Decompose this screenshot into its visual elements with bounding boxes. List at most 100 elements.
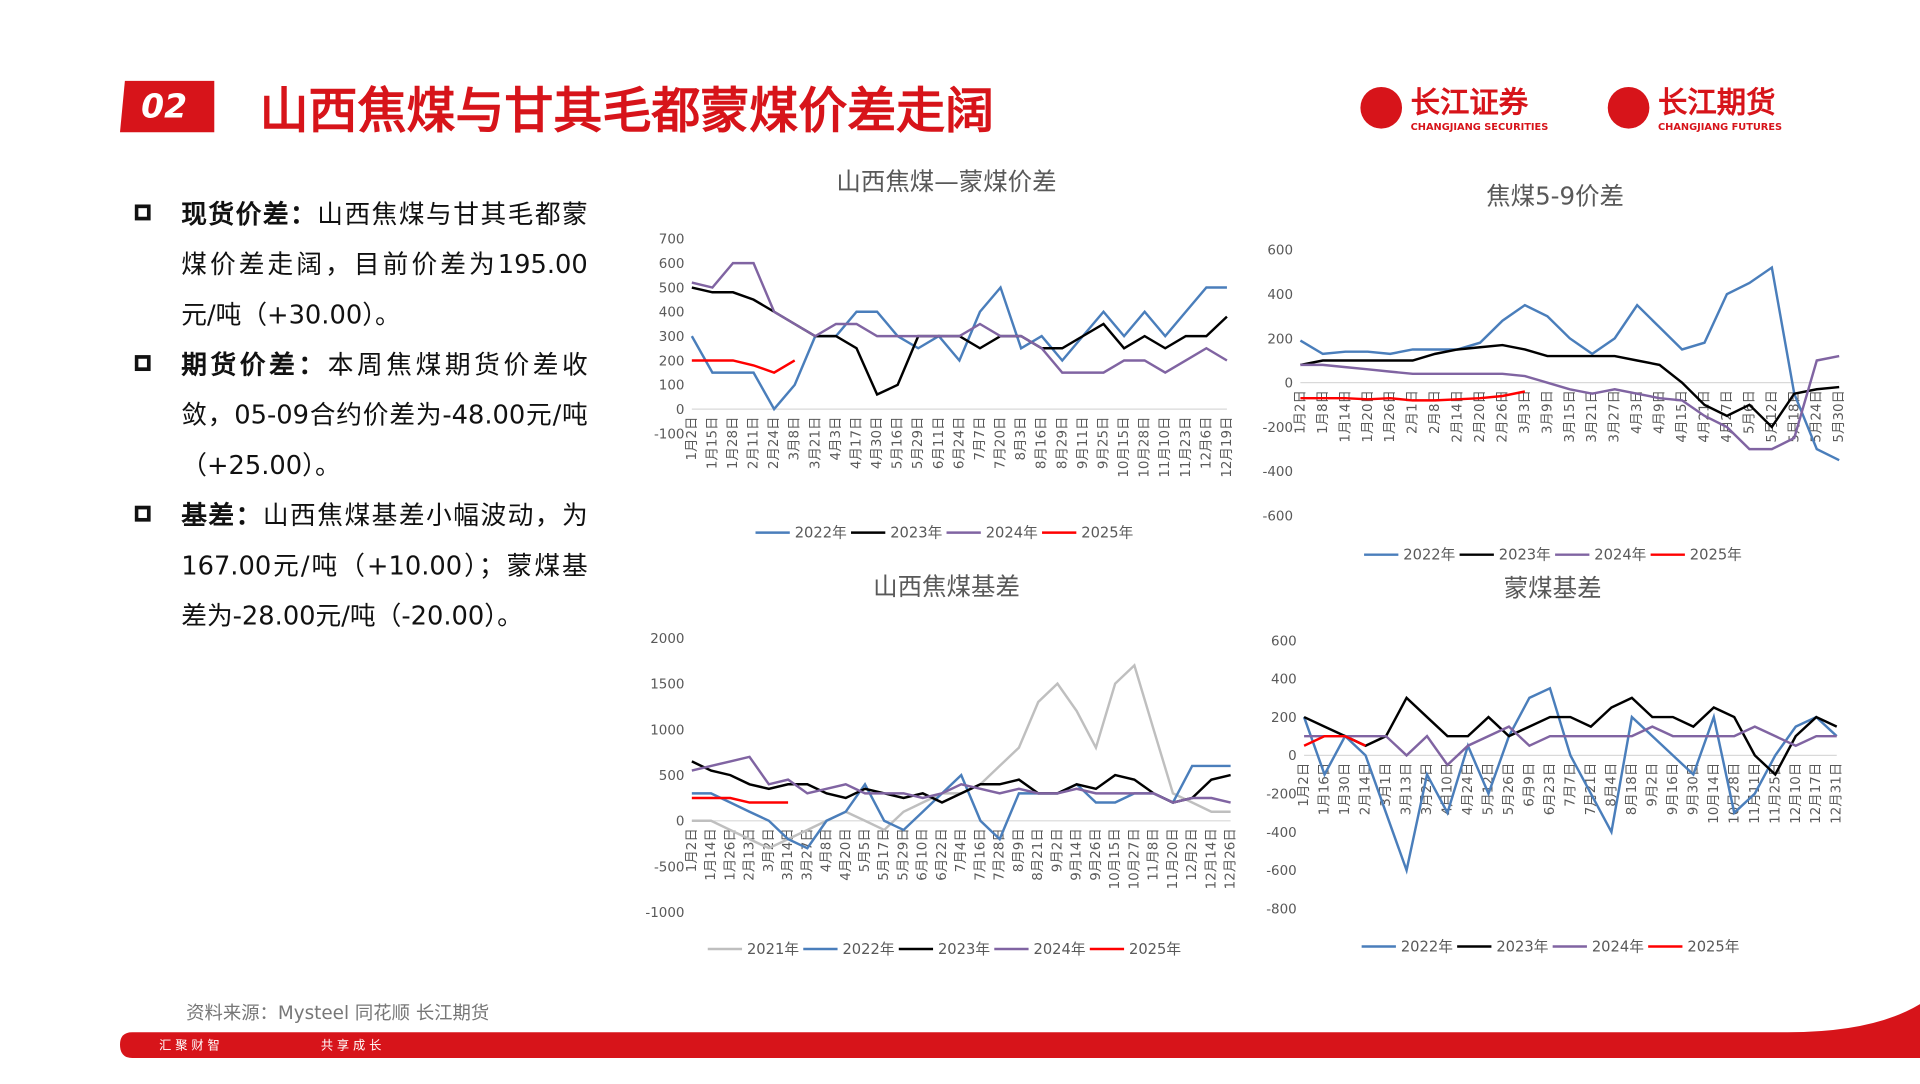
y-tick-label: -1000 [645, 906, 684, 921]
x-tick-label: 12月10日 [1789, 763, 1804, 824]
bullet-text: 本周焦煤期货价差收敛，05-09合约价差为-48.00元/吨（+25.00）。 [181, 350, 588, 480]
x-tick-label: 5月30日 [1832, 390, 1847, 443]
x-tick-label: 12月19日 [1220, 416, 1235, 477]
x-tick-label: 7月16日 [973, 828, 988, 881]
x-tick-label: 4月8日 [820, 828, 835, 872]
x-tick-label: 9月25日 [1096, 416, 1111, 469]
legend-label: 2023年 [1499, 547, 1551, 564]
y-tick-label: -100 [654, 427, 685, 442]
logo-en: CHANGJIANG SECURITIES [1411, 122, 1549, 133]
x-tick-label: 10月28日 [1138, 416, 1153, 477]
source: 资料来源：Mysteel 同花顺 长江期货 [186, 1003, 489, 1024]
bullet-text: 山西焦煤与甘其毛都蒙煤价差走阔，目前价差为195.00元/吨（+30.00）。 [181, 199, 588, 330]
bullet-label: 期货价差： [181, 350, 328, 380]
x-tick-label: 3月27日 [800, 828, 815, 881]
x-tick-label: 5月24日 [1810, 390, 1825, 443]
y-tick-label: 200 [1267, 332, 1293, 347]
x-tick-label: 4月24日 [1461, 763, 1476, 816]
y-tick-label: 700 [659, 233, 685, 248]
y-tick-label: 600 [1271, 634, 1297, 649]
y-tick-label: 1000 [650, 723, 684, 738]
bullet-label: 现货价差： [181, 199, 318, 229]
section-number: 02 [141, 87, 187, 126]
x-tick-label: 11月8日 [1147, 828, 1162, 881]
x-tick-label: 3月15日 [1563, 390, 1578, 443]
logo-name: 长江期货 [1658, 86, 1776, 120]
x-tick-label: 5月5日 [858, 828, 873, 872]
x-tick-label: 8月29日 [1055, 416, 1070, 469]
series-line [1303, 695, 1838, 777]
x-tick-label: 4月30日 [870, 416, 885, 469]
x-tick-label: 1月20日 [1361, 390, 1376, 443]
x-tick-label: 6月10日 [916, 828, 931, 881]
legend-label: 2022年 [795, 525, 847, 542]
x-tick-label: 7月4日 [954, 828, 969, 872]
x-tick-label: 10月27日 [1127, 828, 1142, 889]
chart-title: 蒙煤基差 [1504, 573, 1602, 602]
x-tick-label: 8月16日 [1035, 416, 1050, 469]
chart-title: 焦煤5-9价差 [1486, 181, 1624, 210]
y-tick-label: 2000 [650, 632, 684, 647]
y-tick-label: 400 [659, 306, 685, 321]
x-tick-label: 8月21日 [1031, 828, 1046, 881]
x-tick-label: 1月14日 [1338, 390, 1353, 443]
x-tick-label: 6月9日 [1522, 763, 1537, 807]
bullet-box [134, 204, 151, 221]
series-line [691, 760, 1231, 804]
y-tick-label: 400 [1267, 288, 1293, 303]
x-tick-label: 6月23日 [1543, 763, 1558, 816]
x-tick-label: 7月20日 [994, 416, 1009, 469]
x-tick-label: 12月17日 [1809, 763, 1824, 824]
logo-icon [1360, 86, 1403, 129]
x-tick-label: 12月2日 [1185, 828, 1200, 881]
legend-label: 2022年 [1401, 938, 1453, 955]
x-tick-label: 4月3日 [1630, 390, 1645, 434]
y-tick-label: -400 [1263, 465, 1294, 480]
x-tick-label: 2月26日 [1495, 390, 1510, 443]
x-tick-label: 4月15日 [1675, 390, 1690, 443]
x-tick-label: 12月26日 [1224, 828, 1239, 889]
x-tick-label: 1月8日 [1316, 390, 1331, 434]
x-tick-label: 8月9日 [1012, 828, 1027, 872]
x-tick-label: 4月20日 [839, 828, 854, 881]
series-line [1299, 265, 1840, 462]
x-tick-label: 11月10日 [1158, 416, 1173, 477]
legend-label: 2024年 [1592, 938, 1644, 955]
bullet: 期货价差：本周焦煤期货价差收敛，05-09合约价差为-48.00元/吨（+25.… [134, 340, 588, 491]
x-tick-label: 3月2日 [762, 828, 777, 872]
x-tick-label: 3月13日 [1400, 763, 1415, 816]
y-tick-label: -400 [1266, 826, 1297, 841]
x-tick-label: 2月14日 [1359, 763, 1374, 816]
x-tick-label: 4月9日 [1653, 390, 1668, 434]
legend-label: 2025年 [1690, 547, 1742, 564]
x-tick-label: 1月28日 [726, 416, 741, 469]
y-tick-label: -200 [1263, 421, 1294, 436]
x-tick-label: 4月17日 [849, 416, 864, 469]
x-tick-label: 7月7日 [1563, 763, 1578, 807]
series-line [1300, 354, 1840, 451]
y-tick-label: 0 [676, 815, 685, 830]
x-tick-label: 6月11日 [932, 416, 947, 469]
x-tick-label: 12月6日 [1199, 416, 1214, 469]
x-tick-label: 10月14日 [1707, 763, 1722, 824]
bullet: 基差：山西焦煤基差小幅波动，为167.00元/吨（+10.00）；蒙煤基差为-2… [134, 491, 588, 642]
x-tick-label: 9月14日 [1070, 828, 1085, 881]
x-tick-label: 3月21日 [1585, 390, 1600, 443]
series-line [691, 755, 1231, 804]
x-tick-label: 10月15日 [1108, 828, 1123, 889]
x-tick-label: 5月16日 [891, 416, 906, 469]
x-tick-label: 3月8日 [788, 416, 803, 460]
x-tick-label: 6月24日 [952, 416, 967, 469]
bullet: 现货价差：山西焦煤与甘其毛都蒙煤价差走阔，目前价差为195.00元/吨（+30.… [134, 190, 588, 341]
x-tick-label: 2月8日 [1428, 390, 1443, 434]
x-tick-label: 7月7日 [973, 416, 988, 460]
x-tick-label: 1月2日 [685, 416, 700, 460]
series-line [690, 285, 1227, 412]
slogan: 共 享 成 长 [321, 1037, 382, 1052]
badge [120, 80, 215, 133]
x-tick-label: 5月17日 [877, 828, 892, 881]
series-line [691, 286, 1228, 397]
x-tick-label: 1月16日 [1318, 763, 1333, 816]
series-line [1300, 390, 1526, 402]
